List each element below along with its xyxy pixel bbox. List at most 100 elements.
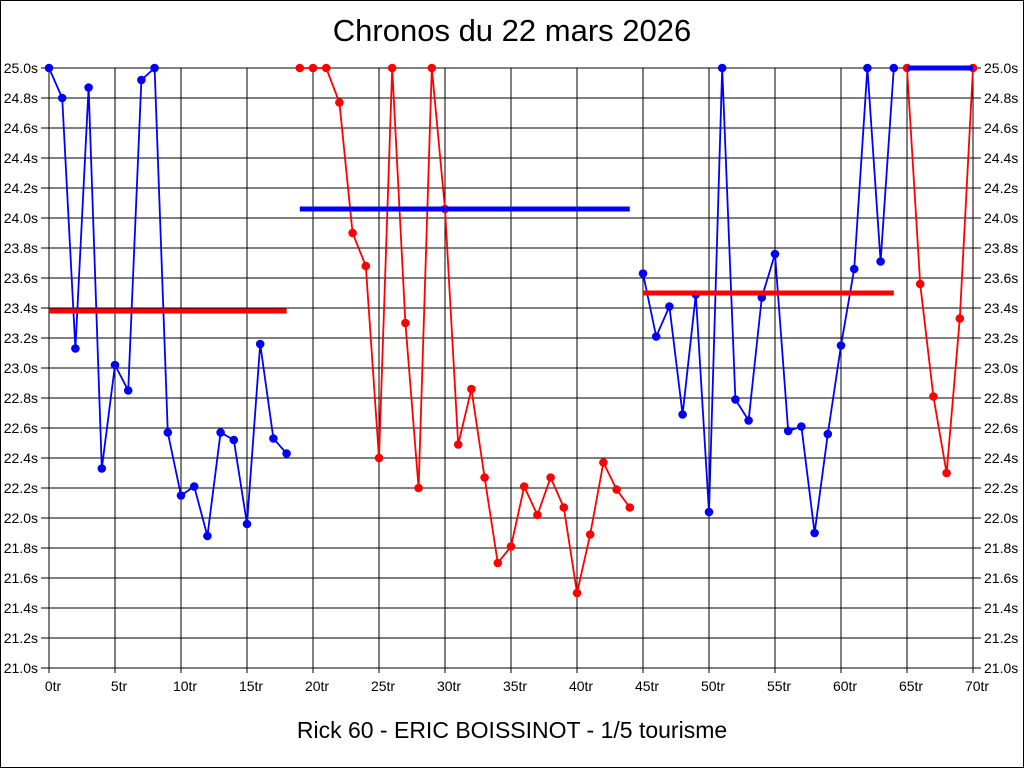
x-axis-label: 15tr [239, 678, 263, 694]
y-axis-label-right: 22.2s [984, 480, 1018, 496]
y-axis-label-left: 24.4s [4, 150, 38, 166]
y-axis-label-right: 22.6s [984, 420, 1018, 436]
y-axis-label-left: 22.4s [4, 450, 38, 466]
y-axis-label-left: 23.4s [4, 300, 38, 316]
data-point [717, 63, 727, 73]
axis-ticks [41, 67, 981, 673]
x-axis-label: 55tr [767, 678, 791, 694]
data-point [519, 482, 529, 491]
x-axis-label: 70tr [965, 678, 989, 694]
driver-caption: Rick 60 - ERIC BOISSINOT - 1/5 tourisme [296, 717, 728, 743]
grid-lines [48, 67, 974, 669]
data-point [836, 341, 846, 350]
y-axis-label-left: 24.0s [4, 210, 38, 226]
data-point [704, 507, 714, 517]
y-axis-label-left: 24.6s [4, 120, 38, 136]
x-axis-label: 5tr [111, 678, 128, 694]
data-point [493, 558, 503, 568]
data-point [625, 503, 635, 512]
data-point [810, 528, 819, 538]
data-point [414, 483, 423, 493]
data-point [335, 98, 344, 107]
y-axis-label-left: 22.6s [4, 420, 38, 436]
data-point [295, 63, 305, 73]
y-axis-label-right: 24.0s [984, 210, 1018, 226]
data-point [559, 503, 569, 512]
y-axis-label-left: 24.2s [4, 180, 38, 196]
data-point [374, 453, 384, 463]
data-point [638, 269, 648, 278]
series-stint-4 [902, 63, 978, 478]
data-point [506, 542, 516, 551]
data-point [216, 428, 225, 437]
data-point [137, 75, 146, 85]
y-axis-label-right: 24.6s [984, 120, 1018, 136]
data-point [783, 426, 793, 436]
data-point [929, 392, 938, 401]
data-point [731, 395, 740, 404]
data-point [849, 264, 859, 274]
data-point [585, 530, 595, 539]
y-axis-label-right: 21.8s [984, 540, 1018, 556]
y-axis-label-left: 22.8s [4, 390, 38, 406]
y-axis-label-right: 23.8s [984, 240, 1018, 256]
data-point [282, 449, 291, 458]
data-point [321, 63, 331, 73]
data-point [401, 318, 410, 328]
y-axis-label-left: 21.4s [4, 600, 38, 616]
y-axis-label-left: 22.2s [4, 480, 38, 496]
data-point [123, 386, 133, 395]
data-point [84, 83, 93, 92]
data-point [348, 228, 357, 238]
y-axis-label-left: 22.0s [4, 510, 38, 526]
data-point [229, 435, 239, 445]
data-point [110, 360, 120, 370]
data-point [480, 473, 489, 482]
x-axis-label: 45tr [635, 678, 659, 694]
data-point [269, 434, 278, 443]
x-axis-label: 0tr [45, 678, 62, 694]
y-axis-label-right: 22.0s [984, 510, 1018, 526]
series-line [299, 67, 631, 594]
x-axis-label: 20tr [305, 678, 329, 694]
data-point [44, 63, 54, 73]
y-axis-label-right: 25.0s [984, 60, 1018, 76]
data-point [915, 279, 925, 289]
y-axis-label-left: 25.0s [4, 60, 38, 76]
y-axis-label-left: 21.0s [4, 660, 38, 676]
series-line [642, 67, 895, 534]
x-axis-label: 10tr [173, 678, 197, 694]
y-axis-label-right: 23.6s [984, 270, 1018, 286]
data-point [797, 422, 806, 431]
y-axis-label-right: 23.2s [984, 330, 1018, 346]
y-axis-label-right: 23.0s [984, 360, 1018, 376]
data-point [150, 63, 159, 73]
data-point [57, 93, 67, 103]
x-axis-label: 25tr [371, 678, 395, 694]
y-axis-label-left: 23.0s [4, 360, 38, 376]
data-point [453, 440, 463, 449]
data-point [546, 473, 555, 482]
y-axis-label-left: 24.8s [4, 90, 38, 106]
chart-title: Chronos du 22 mars 2026 [332, 13, 692, 48]
data-point [387, 63, 397, 73]
x-axis-label: 60tr [833, 678, 857, 694]
x-axis-label: 50tr [701, 678, 725, 694]
data-point [203, 531, 212, 541]
data-point [876, 257, 885, 266]
y-axis-label-left: 21.6s [4, 570, 38, 586]
data-point [533, 510, 542, 520]
data-point [255, 339, 265, 349]
data-point [308, 63, 318, 73]
y-axis-label-right: 24.2s [984, 180, 1018, 196]
data-point [572, 588, 582, 598]
y-axis-label-right: 21.0s [984, 660, 1018, 676]
y-axis-label-left: 23.2s [4, 330, 38, 346]
y-axis-label-right: 22.4s [984, 450, 1018, 466]
y-axis-label-right: 21.6s [984, 570, 1018, 586]
y-axis-label-right: 21.4s [984, 600, 1018, 616]
y-axis-label-left: 23.8s [4, 240, 38, 256]
series-line [906, 67, 974, 474]
